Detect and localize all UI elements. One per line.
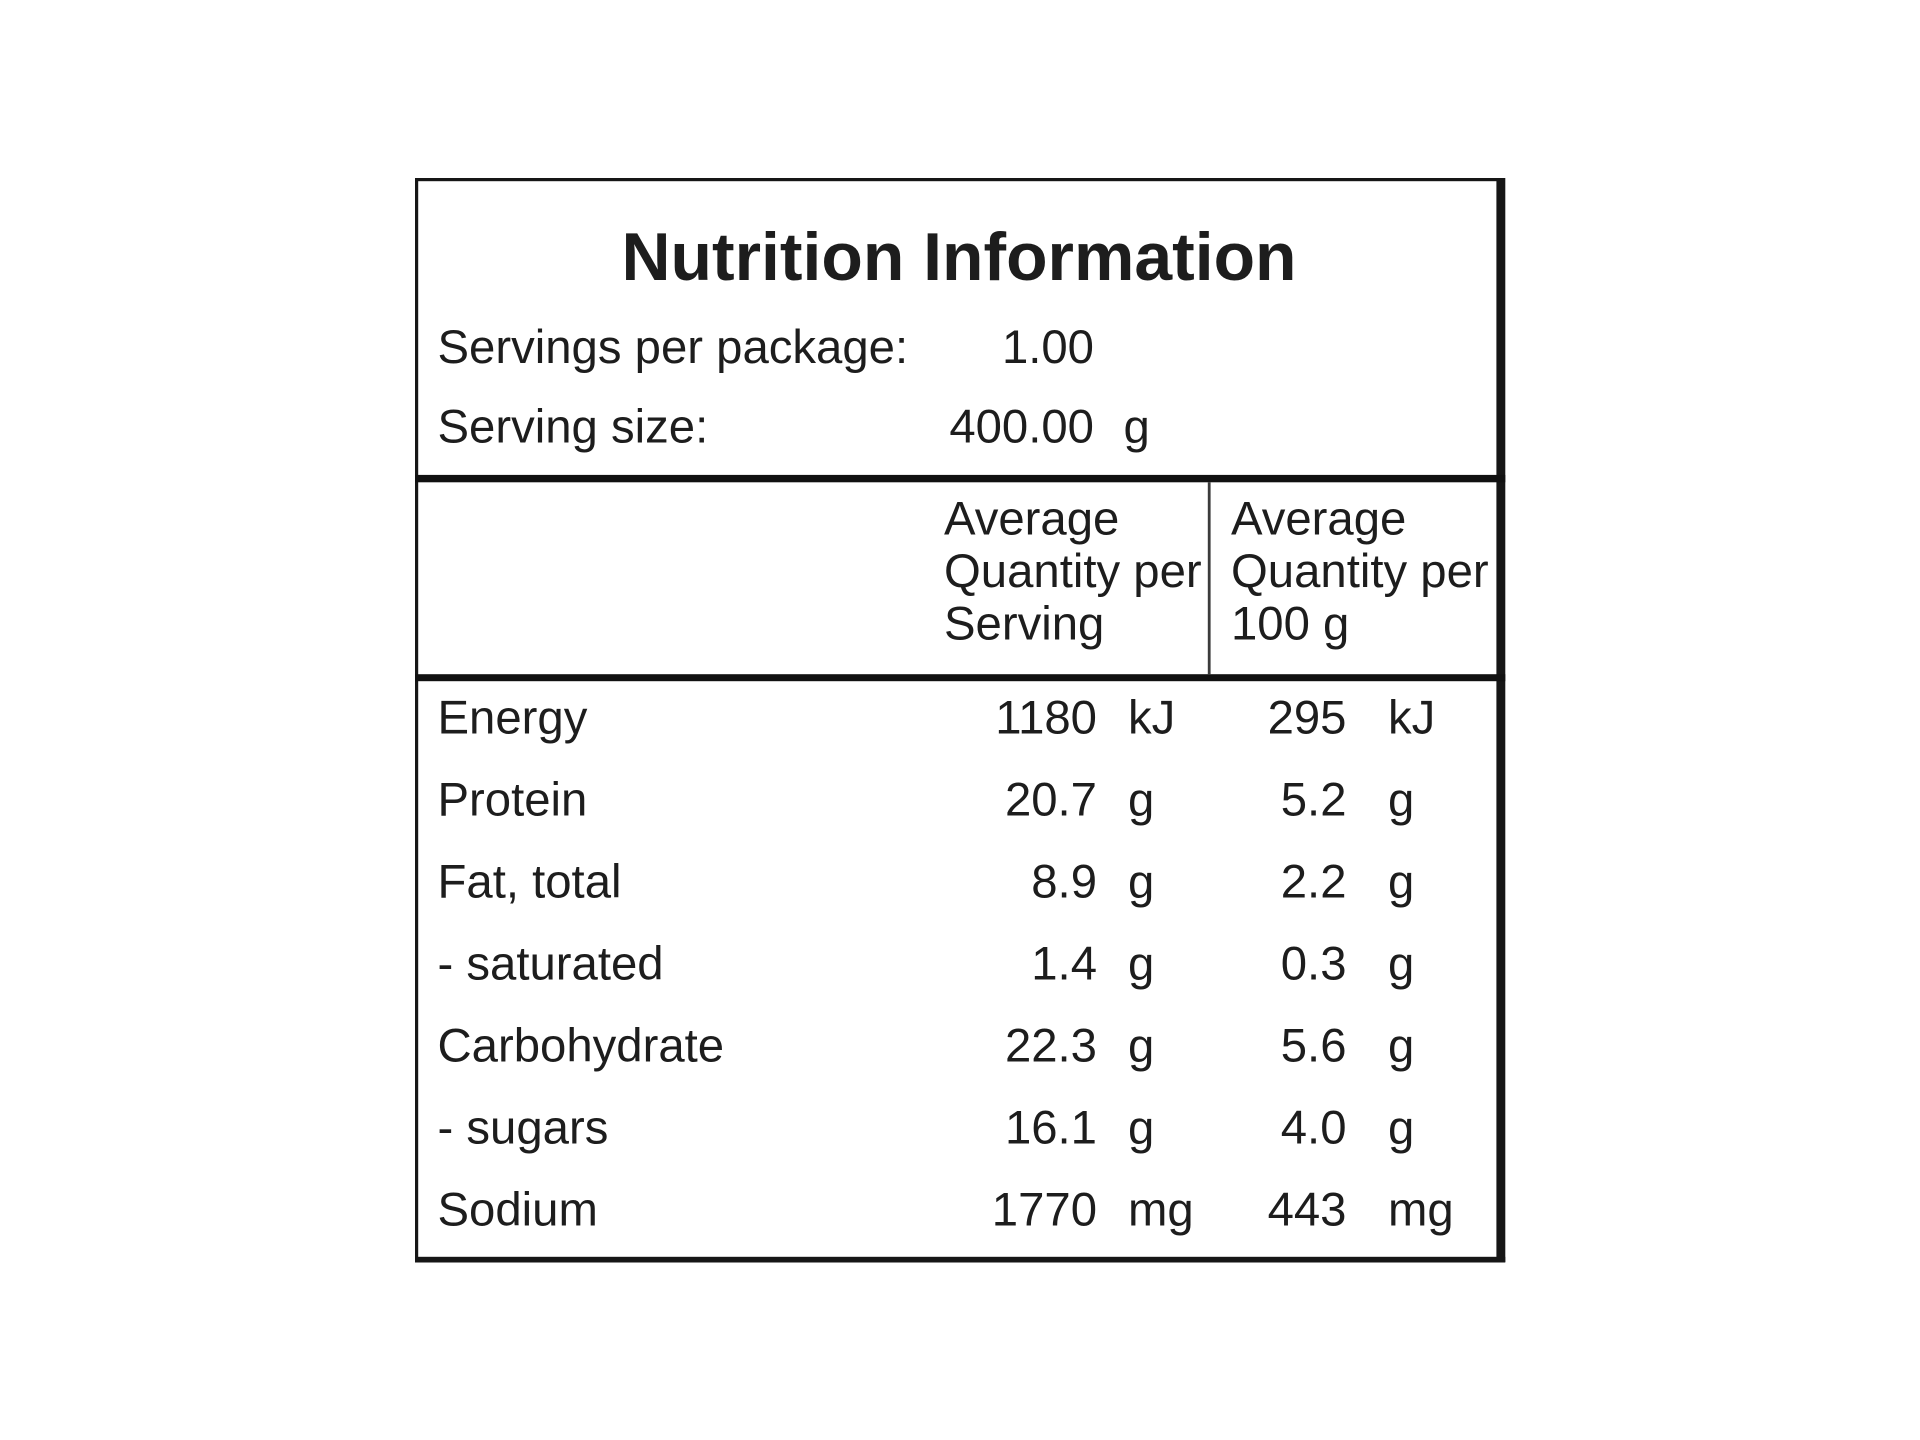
svg-text:295: 295 — [1268, 692, 1347, 745]
svg-text:1.00: 1.00 — [1002, 321, 1094, 374]
svg-text:kJ: kJ — [1128, 692, 1175, 745]
svg-text:8.9: 8.9 — [1031, 856, 1097, 909]
svg-text:Quantity per: Quantity per — [944, 545, 1202, 598]
svg-text:g: g — [1388, 1102, 1414, 1155]
svg-text:5.6: 5.6 — [1281, 1020, 1347, 1073]
svg-text:Carbohydrate: Carbohydrate — [438, 1020, 725, 1073]
svg-text:g: g — [1128, 1102, 1154, 1155]
svg-text:Serving: Serving — [944, 597, 1104, 650]
svg-text:Average: Average — [944, 492, 1119, 545]
svg-text:1.4: 1.4 — [1031, 938, 1097, 991]
svg-text:1180: 1180 — [995, 692, 1097, 745]
svg-text:0.3: 0.3 — [1281, 938, 1347, 991]
svg-text:- saturated: - saturated — [438, 938, 664, 991]
svg-text:g: g — [1388, 938, 1414, 991]
svg-text:- sugars: - sugars — [438, 1102, 609, 1155]
svg-text:g: g — [1128, 774, 1154, 827]
svg-text:mg: mg — [1128, 1184, 1194, 1237]
svg-text:g: g — [1128, 938, 1154, 991]
svg-text:20.7: 20.7 — [1005, 774, 1097, 827]
svg-text:g: g — [1128, 1020, 1154, 1073]
svg-text:g: g — [1128, 856, 1154, 909]
svg-text:22.3: 22.3 — [1005, 1020, 1097, 1073]
svg-text:400.00: 400.00 — [949, 401, 1094, 454]
svg-text:Fat, total: Fat, total — [438, 856, 622, 909]
svg-text:Nutrition Information: Nutrition Information — [621, 220, 1296, 295]
svg-text:g: g — [1388, 774, 1414, 827]
svg-text:Energy: Energy — [438, 692, 588, 745]
svg-text:443: 443 — [1268, 1184, 1347, 1237]
svg-text:100 g: 100 g — [1231, 597, 1349, 650]
svg-text:Quantity per: Quantity per — [1231, 545, 1489, 598]
svg-text:Servings per package:: Servings per package: — [438, 321, 909, 374]
svg-text:g: g — [1388, 1020, 1414, 1073]
svg-text:Average: Average — [1231, 492, 1406, 545]
svg-text:16.1: 16.1 — [1005, 1102, 1097, 1155]
svg-text:g: g — [1124, 401, 1150, 454]
svg-text:Protein: Protein — [438, 774, 588, 827]
svg-text:5.2: 5.2 — [1281, 774, 1347, 827]
svg-text:1770: 1770 — [992, 1184, 1097, 1237]
svg-text:mg: mg — [1388, 1184, 1454, 1237]
svg-text:Serving size:: Serving size: — [438, 401, 709, 454]
svg-text:4.0: 4.0 — [1281, 1102, 1347, 1155]
svg-text:Sodium: Sodium — [438, 1184, 598, 1237]
svg-text:kJ: kJ — [1388, 692, 1435, 745]
svg-text:g: g — [1388, 856, 1414, 909]
svg-text:2.2: 2.2 — [1281, 856, 1347, 909]
